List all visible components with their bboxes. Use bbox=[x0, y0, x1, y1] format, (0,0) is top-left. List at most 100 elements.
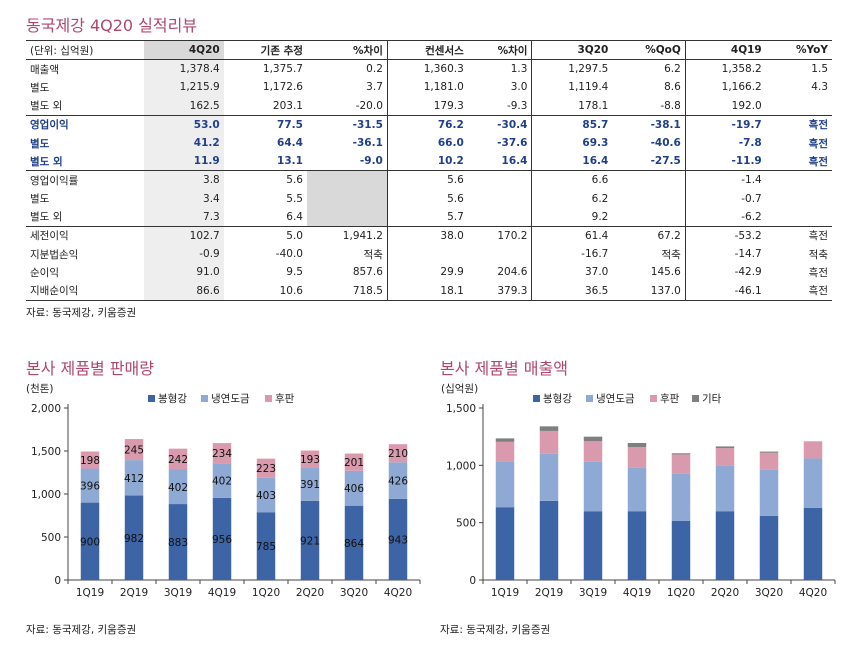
table-cell: 9.2 bbox=[531, 207, 613, 227]
earnings-table: (단위: 십억원) 4Q20 기존 추정 %차이 컨센서스 %차이 3Q20 %… bbox=[26, 39, 832, 301]
bar-segment bbox=[539, 453, 559, 501]
table-cell: 7.3 bbox=[144, 207, 224, 227]
header-3q20: 3Q20 bbox=[531, 39, 613, 61]
legend-swatch bbox=[148, 395, 155, 402]
header-consensus: 컨센서스 bbox=[386, 39, 468, 61]
table-cell bbox=[765, 170, 832, 190]
table-row: 순이익 91.0 9.5 857.6 29.9 204.6 37.0 145.6 -42.9 흑전 bbox=[26, 263, 832, 282]
bar-segment bbox=[300, 500, 320, 580]
table-cell: -38.1 bbox=[612, 114, 686, 134]
table-cell: 192.0 bbox=[684, 96, 766, 116]
table-cell: 6.4 bbox=[286, 210, 303, 223]
table-cell: 179.3 bbox=[386, 96, 468, 116]
bar-segment bbox=[759, 452, 779, 470]
table-cell: 11.9 bbox=[144, 152, 224, 171]
table-cell bbox=[766, 190, 832, 208]
table-cell: 18.1 bbox=[386, 281, 468, 301]
table-cell: 0.2 bbox=[366, 63, 383, 76]
table-cell bbox=[467, 170, 532, 190]
table-cell bbox=[386, 245, 468, 264]
bar-segment bbox=[124, 460, 144, 496]
table-cell: 67.2 bbox=[612, 225, 686, 246]
y-tick-label: 500 bbox=[456, 518, 476, 530]
bar-segment bbox=[495, 441, 515, 462]
table-cell bbox=[612, 208, 685, 227]
bar-segment bbox=[124, 439, 144, 461]
table-cell: -7.8 bbox=[684, 133, 766, 153]
table-row: 영업이익률 3.8 5.6 5.6 6.6 -1.4 bbox=[26, 170, 832, 190]
data-label: 982 bbox=[124, 533, 144, 545]
table-cell: 5.7 bbox=[386, 207, 468, 227]
table-cell: -53.2 bbox=[684, 225, 766, 246]
table-cell: 1,941.2 bbox=[306, 225, 388, 246]
bar-segment bbox=[80, 502, 100, 580]
row-label: 세전이익 bbox=[26, 225, 145, 246]
table-cell: 5.0 bbox=[223, 225, 307, 246]
table-cell: 흑전 bbox=[808, 155, 828, 168]
bar-segment bbox=[627, 511, 647, 580]
table-cell: 적축 bbox=[363, 248, 383, 261]
bar-segment bbox=[627, 446, 647, 468]
table-row: 별도 3.4 5.5 5.6 6.2 -0.7 bbox=[26, 189, 832, 208]
y-tick-label: 2,000 bbox=[31, 403, 61, 415]
bar-segment bbox=[388, 498, 408, 580]
chart-left-title: 본사 제품별 판매량 bbox=[26, 359, 154, 378]
table-cell: -30.4 bbox=[467, 114, 532, 134]
y-tick-label: 0 bbox=[469, 575, 476, 587]
legend-label: 봉형강 bbox=[158, 393, 187, 405]
row-label: 별도 bbox=[30, 193, 50, 206]
bar-segment bbox=[539, 426, 559, 431]
bar-segment bbox=[627, 467, 647, 512]
bar-segment bbox=[759, 515, 779, 580]
table-cell bbox=[468, 190, 532, 208]
table-cell: 16.4 bbox=[531, 152, 613, 171]
table-cell: -19.7 bbox=[684, 114, 766, 134]
chart-left-source: 자료: 동국제강, 키움증권 bbox=[26, 624, 137, 636]
bar-segment bbox=[495, 507, 515, 580]
x-tick-label: 4Q20 bbox=[384, 587, 412, 599]
table-cell: 91.0 bbox=[144, 263, 224, 282]
table-cell: 1,375.7 bbox=[262, 63, 303, 76]
table-cell: 1,378.4 bbox=[144, 59, 224, 79]
table-cell bbox=[306, 189, 388, 208]
table-cell: 76.2 bbox=[386, 114, 468, 134]
table-cell bbox=[306, 170, 388, 190]
y-tick-label: 500 bbox=[41, 532, 61, 544]
legend-swatch bbox=[201, 395, 208, 402]
bar-segment bbox=[168, 448, 188, 470]
x-tick-label: 3Q19 bbox=[579, 587, 607, 599]
table-cell: -31.5 bbox=[306, 114, 388, 134]
data-label: 864 bbox=[344, 538, 364, 550]
bar-segment bbox=[388, 444, 408, 463]
bar-segment bbox=[212, 463, 232, 498]
table-cell: 203.1 bbox=[272, 99, 303, 112]
x-tick-label: 2Q20 bbox=[296, 587, 324, 599]
legend-swatch bbox=[265, 395, 272, 402]
legend-label: 후판 bbox=[275, 393, 295, 405]
bar-segment bbox=[388, 462, 408, 499]
bar-segment bbox=[495, 438, 515, 442]
bar-segment bbox=[715, 446, 735, 449]
bar-segment bbox=[803, 441, 823, 459]
data-label: 210 bbox=[388, 448, 408, 460]
table-cell bbox=[468, 245, 532, 263]
data-label: 403 bbox=[256, 490, 276, 502]
legend-label: 후판 bbox=[660, 393, 680, 405]
table-cell: 흑전 bbox=[765, 281, 832, 301]
data-label: 883 bbox=[168, 537, 188, 549]
bar-segment bbox=[300, 467, 320, 501]
data-label: 402 bbox=[168, 482, 188, 494]
table-cell: 1,166.2 bbox=[684, 78, 766, 97]
table-cell: 1,297.5 bbox=[531, 59, 613, 79]
table-row: 매출액 1,378.4 1,375.7 0.2 1,360.3 1.3 1,297.5 6.2… bbox=[26, 59, 832, 79]
header-unit: (단위: 십억원) bbox=[26, 39, 145, 61]
table-cell: -8.8 bbox=[660, 99, 681, 112]
table-cell bbox=[306, 207, 388, 227]
chart-right-source: 자료: 동국제강, 키움증권 bbox=[440, 624, 551, 636]
table-cell: 66.0 bbox=[386, 133, 468, 153]
table-header-row: (단위: 십억원) 4Q20 기존 추정 %차이 컨센서스 %차이 3Q20 %… bbox=[26, 39, 832, 61]
table-cell: 13.1 bbox=[277, 155, 303, 168]
legend-label: 봉형강 bbox=[543, 393, 572, 405]
data-label: 406 bbox=[344, 483, 364, 495]
bar-segment bbox=[256, 477, 276, 513]
